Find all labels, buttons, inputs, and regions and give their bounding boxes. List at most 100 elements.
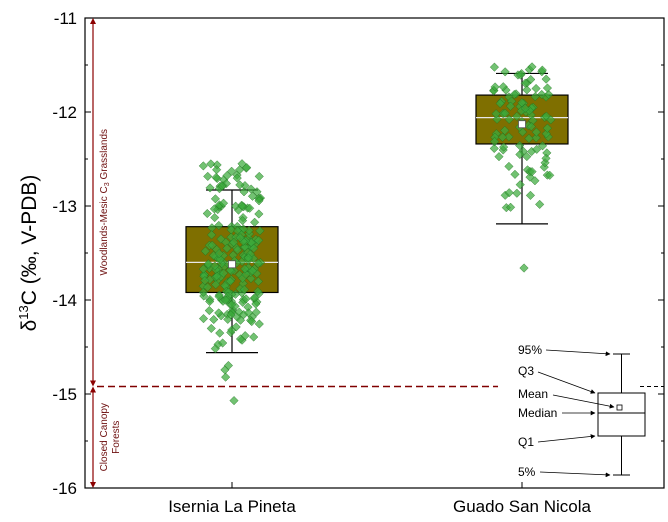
data-point — [235, 315, 246, 325]
legend-label-p95: 95% — [518, 343, 542, 357]
zone-label-line: Closed Canopy — [99, 403, 110, 471]
data-point — [209, 314, 219, 325]
data-point — [254, 196, 264, 206]
data-point — [202, 209, 212, 219]
data-point — [495, 98, 505, 109]
data-point — [254, 319, 264, 329]
data-point — [504, 132, 514, 142]
y-tick-label: -15 — [52, 385, 77, 404]
box-mean-marker — [228, 260, 236, 269]
y-axis: -11 -12 -13 -14 -15 -16 — [52, 9, 664, 498]
zone-label: Closed Canopy Forests — [99, 403, 122, 471]
data-point — [544, 89, 554, 100]
data-point — [526, 74, 536, 85]
legend-label-q3: Q3 — [518, 364, 534, 378]
data-point — [245, 203, 255, 213]
data-point — [522, 152, 532, 162]
data-point — [206, 159, 216, 169]
data-point — [537, 65, 547, 75]
legend-arrow-q3 — [537, 371, 596, 394]
data-point — [214, 220, 224, 230]
data-point — [516, 70, 526, 80]
data-point — [206, 323, 216, 333]
legend-mean-marker — [616, 404, 623, 411]
data-point — [226, 225, 236, 235]
zone-label-line: Forests — [111, 421, 122, 454]
data-point — [211, 280, 221, 290]
data-point — [546, 115, 556, 125]
legend-arrow-p95 — [545, 349, 611, 357]
data-point — [499, 142, 509, 152]
y-tick-label: -14 — [52, 291, 77, 310]
data-point — [207, 223, 217, 233]
data-point — [246, 274, 256, 284]
data-point — [221, 372, 231, 382]
data-point — [205, 183, 215, 193]
data-point — [239, 187, 249, 197]
data-point — [491, 109, 501, 119]
data-point — [522, 85, 532, 95]
y-tick-label: -11 — [54, 9, 77, 28]
data-point — [205, 296, 215, 306]
data-point — [500, 67, 510, 77]
legend-label-median: Median — [518, 406, 557, 420]
data-point — [515, 141, 525, 151]
data-point — [545, 170, 555, 180]
y-tick-label: -12 — [52, 103, 77, 122]
data-point — [214, 249, 224, 259]
data-point — [504, 114, 514, 124]
data-point — [198, 314, 209, 324]
y-tick-label: -16 — [52, 479, 77, 498]
data-point — [215, 328, 225, 338]
data-point — [241, 294, 251, 304]
legend-arrow-mean — [552, 394, 615, 409]
data-point — [219, 268, 229, 278]
data-point — [525, 190, 535, 200]
data-point — [531, 83, 541, 94]
data-point — [490, 137, 500, 147]
data-point — [253, 286, 263, 296]
data-point — [504, 188, 514, 198]
data-point — [200, 246, 210, 256]
zone-label-text: Woodlands-Mesic C3 Grasslands — [99, 129, 111, 276]
data-point — [210, 194, 220, 204]
data-point — [203, 282, 213, 292]
data-point — [203, 171, 213, 181]
data-point — [210, 261, 220, 271]
data-point — [517, 98, 527, 108]
data-point — [222, 243, 232, 253]
data-point — [515, 180, 525, 190]
data-point — [542, 83, 552, 93]
data-point — [240, 331, 250, 341]
data-point — [214, 292, 224, 302]
data-point — [251, 299, 261, 309]
data-point — [226, 310, 236, 320]
legend-box — [597, 392, 646, 437]
data-point — [204, 306, 214, 316]
data-point — [209, 204, 219, 214]
data-point — [225, 276, 235, 286]
data-point — [237, 201, 247, 211]
data-point — [218, 338, 228, 348]
data-point — [233, 245, 243, 255]
y-axis-label-rest: C (‰, V-PDB) — [18, 175, 41, 306]
data-point — [219, 198, 229, 208]
data-point — [220, 295, 231, 305]
data-point — [210, 213, 220, 223]
y-axis-label-main: δ — [18, 320, 41, 332]
x-tick-label: Guado San Nicola — [453, 497, 592, 516]
plot-frame — [84, 17, 665, 489]
data-point — [243, 308, 254, 318]
legend-label-q1: Q1 — [518, 435, 534, 449]
data-point — [243, 302, 253, 312]
data-point — [221, 237, 231, 247]
data-point — [247, 317, 257, 327]
data-point — [227, 166, 237, 176]
data-point — [535, 199, 545, 209]
data-point — [198, 161, 208, 171]
data-point — [250, 293, 260, 303]
data-point-min — [229, 396, 239, 406]
data-point — [515, 149, 525, 160]
y-axis-label: δ13C (‰, V-PDB) — [16, 175, 41, 332]
data-point — [253, 258, 263, 269]
